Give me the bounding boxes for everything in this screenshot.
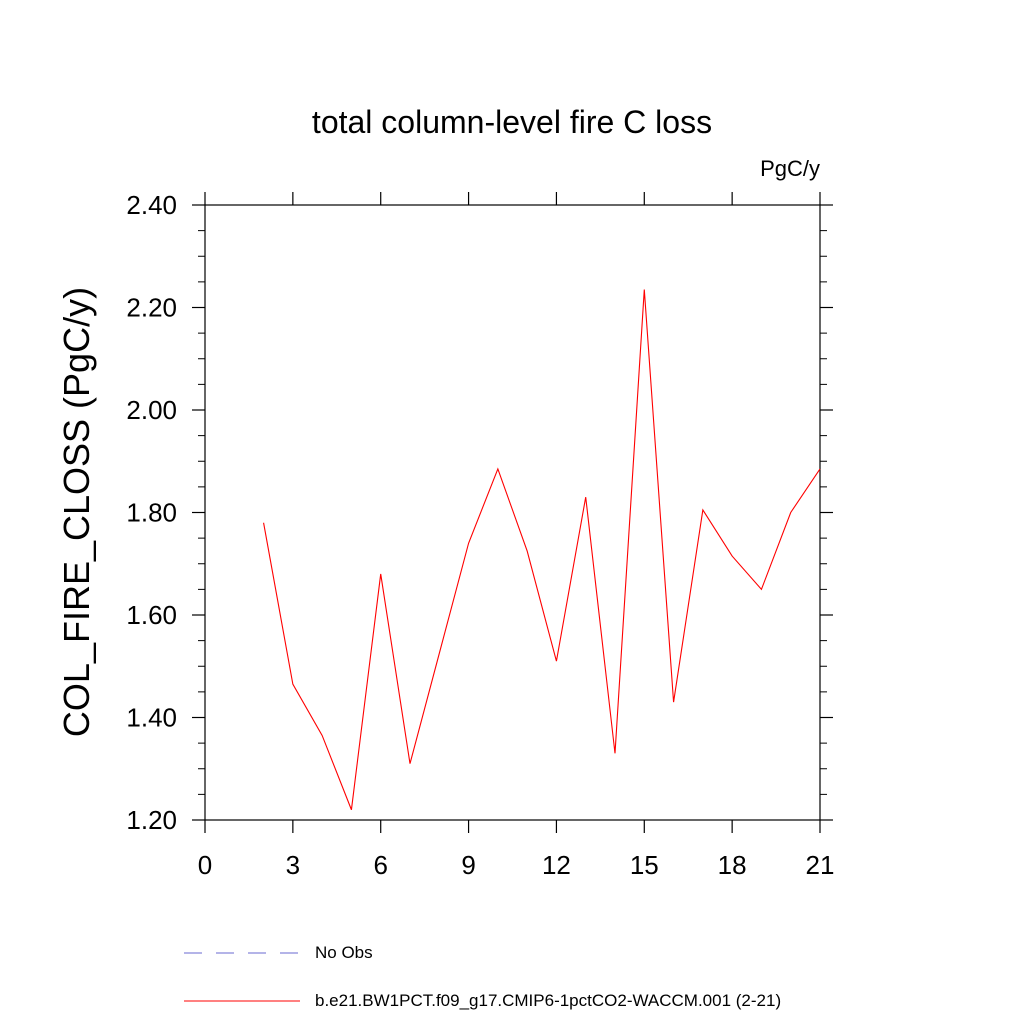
- x-tick-label: 0: [198, 850, 212, 880]
- units-label: PgC/y: [760, 156, 820, 181]
- y-tick-label: 2.20: [126, 293, 177, 323]
- y-tick-label: 1.20: [126, 805, 177, 835]
- chart-title: total column-level fire C loss: [311, 104, 713, 140]
- plot-frame: [204, 204, 821, 821]
- y-tick-label: 1.40: [126, 703, 177, 733]
- y-tick-label: 2.00: [126, 395, 177, 425]
- x-tick-label: 15: [630, 850, 659, 880]
- series-lines: [263, 289, 821, 810]
- x-tick-label: 6: [373, 850, 387, 880]
- axis-ticks: [192, 192, 833, 833]
- x-tick-label: 21: [806, 850, 835, 880]
- x-tick-label: 12: [542, 850, 571, 880]
- x-tick-label: 3: [286, 850, 300, 880]
- y-tick-label: 1.60: [126, 600, 177, 630]
- y-tick-label: 1.80: [126, 498, 177, 528]
- x-tick-label: 9: [461, 850, 475, 880]
- y-axis-label: COL_FIRE_CLOSS (PgC/y): [56, 286, 97, 738]
- x-tick-label: 18: [718, 850, 747, 880]
- y-tick-label: 2.40: [126, 190, 177, 220]
- series-line-1: [263, 289, 821, 810]
- legend-label-model-run: b.e21.BW1PCT.f09_g17.CMIP6-1pctCO2-WACCM…: [315, 991, 782, 1010]
- legend-swatches: [184, 952, 300, 1002]
- axis-tick-labels: 0 3 6 9 12 15 18 21 1.20 1.40 1.60 1.80 2.00 2.20 2.40: [126, 190, 834, 880]
- legend-label-no-obs: No Obs: [315, 943, 373, 962]
